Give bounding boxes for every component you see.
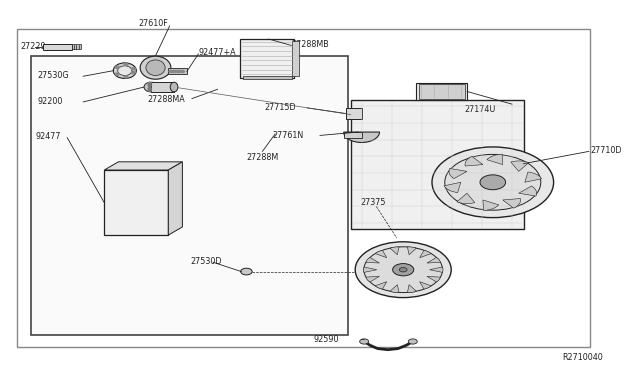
Circle shape	[177, 70, 180, 73]
Wedge shape	[375, 250, 387, 258]
Bar	[240, 39, 294, 78]
Circle shape	[393, 263, 414, 276]
Text: 27229: 27229	[20, 42, 46, 51]
Wedge shape	[420, 282, 431, 289]
Circle shape	[131, 71, 135, 74]
Bar	[416, 83, 467, 100]
Wedge shape	[364, 267, 377, 272]
Wedge shape	[525, 172, 541, 182]
Text: 27375: 27375	[360, 198, 386, 207]
Circle shape	[124, 76, 128, 78]
Text: 27288M: 27288M	[246, 153, 278, 162]
Bar	[419, 84, 465, 99]
Bar	[104, 170, 168, 235]
Ellipse shape	[118, 66, 132, 76]
Wedge shape	[427, 276, 440, 282]
Wedge shape	[511, 161, 529, 171]
Ellipse shape	[113, 63, 136, 78]
Circle shape	[432, 147, 554, 218]
Wedge shape	[483, 200, 499, 211]
Wedge shape	[408, 285, 417, 292]
Wedge shape	[408, 247, 417, 255]
Circle shape	[399, 267, 407, 272]
Text: 27610F: 27610F	[139, 19, 168, 28]
Text: 92200: 92200	[37, 97, 63, 106]
Wedge shape	[429, 267, 443, 272]
Circle shape	[124, 63, 128, 65]
Wedge shape	[457, 193, 475, 203]
Circle shape	[408, 339, 417, 344]
Wedge shape	[344, 132, 380, 142]
Wedge shape	[390, 247, 399, 255]
Bar	[292, 41, 299, 76]
Bar	[43, 44, 72, 50]
Circle shape	[355, 242, 451, 298]
Wedge shape	[487, 154, 502, 164]
Ellipse shape	[140, 56, 171, 79]
Circle shape	[480, 175, 506, 190]
Text: 27530G: 27530G	[37, 71, 68, 80]
Circle shape	[169, 70, 173, 73]
Bar	[168, 68, 187, 74]
Circle shape	[148, 83, 152, 84]
Wedge shape	[502, 199, 520, 208]
Circle shape	[115, 66, 119, 68]
Ellipse shape	[146, 60, 165, 76]
Wedge shape	[375, 282, 387, 289]
Text: 92477: 92477	[35, 132, 61, 141]
Text: 27288MB: 27288MB	[291, 40, 329, 49]
Circle shape	[148, 89, 152, 92]
Polygon shape	[104, 162, 182, 170]
Bar	[346, 108, 362, 119]
Circle shape	[115, 73, 119, 75]
Bar	[344, 132, 362, 138]
Circle shape	[173, 70, 177, 73]
Wedge shape	[390, 285, 399, 292]
Circle shape	[131, 68, 135, 70]
Bar	[17, 29, 590, 347]
Polygon shape	[168, 162, 182, 235]
Ellipse shape	[170, 82, 178, 92]
Circle shape	[148, 85, 152, 87]
Wedge shape	[465, 156, 483, 166]
Text: 27710D: 27710D	[590, 146, 621, 155]
Text: 27288MA: 27288MA	[148, 95, 186, 104]
Wedge shape	[366, 257, 380, 263]
Text: 92477+A: 92477+A	[198, 48, 236, 57]
Text: 27530D: 27530D	[191, 257, 222, 266]
Text: 27174U: 27174U	[464, 105, 495, 114]
Text: 27715D: 27715D	[264, 103, 296, 112]
Circle shape	[364, 247, 443, 292]
Wedge shape	[427, 257, 440, 263]
Circle shape	[180, 70, 184, 73]
Bar	[243, 76, 292, 79]
Wedge shape	[444, 182, 461, 193]
Circle shape	[148, 88, 152, 90]
Wedge shape	[366, 276, 380, 282]
Wedge shape	[420, 250, 431, 258]
Text: 27761N: 27761N	[272, 131, 303, 140]
Text: R2710040: R2710040	[562, 353, 603, 362]
Bar	[351, 100, 524, 229]
Bar	[31, 56, 348, 335]
Ellipse shape	[144, 82, 158, 92]
Text: 92590: 92590	[314, 335, 339, 344]
Circle shape	[445, 154, 541, 210]
Circle shape	[360, 339, 369, 344]
Circle shape	[241, 268, 252, 275]
Bar	[151, 82, 174, 92]
Wedge shape	[449, 169, 467, 179]
Wedge shape	[518, 186, 536, 196]
Bar	[72, 44, 81, 49]
